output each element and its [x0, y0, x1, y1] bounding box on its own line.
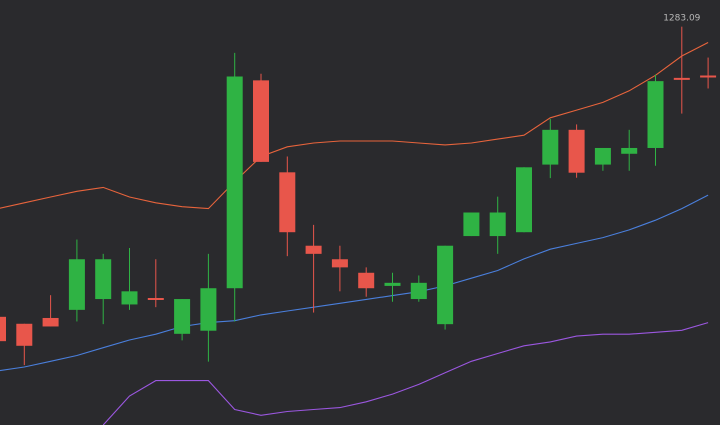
candle-body	[279, 172, 296, 233]
candle-body	[331, 259, 348, 268]
candle-body	[0, 316, 6, 342]
candle	[16, 323, 33, 366]
middle-band-line	[0, 194, 709, 372]
candle-body	[437, 245, 454, 325]
candle	[673, 26, 690, 114]
candle	[253, 73, 269, 162]
candle-body	[42, 317, 59, 327]
lower-band-line	[102, 322, 709, 425]
candle-body	[489, 212, 506, 237]
candle-body	[594, 147, 611, 165]
candle-body	[226, 76, 243, 289]
candle-body	[68, 259, 85, 310]
candle	[437, 245, 454, 330]
candle	[279, 156, 296, 257]
candle-body	[16, 323, 33, 346]
candle-body	[463, 212, 480, 237]
max-price-label: 1283.09	[663, 14, 700, 24]
candle	[384, 272, 401, 302]
candle	[489, 196, 506, 254]
candle-body	[95, 259, 112, 300]
candle-body	[410, 282, 427, 300]
candle-body	[358, 272, 375, 289]
candle	[331, 245, 348, 292]
candle	[594, 147, 611, 171]
candle	[0, 316, 6, 342]
candle	[226, 52, 243, 322]
candle	[68, 239, 85, 322]
candle	[95, 253, 112, 325]
annotations: 1283.09	[663, 14, 700, 24]
upper-band-line	[0, 42, 709, 210]
candle-body	[305, 245, 322, 254]
candle	[200, 253, 217, 362]
candle	[358, 267, 375, 297]
candle	[410, 275, 427, 302]
candle-body	[253, 80, 269, 162]
candle	[174, 299, 191, 341]
candle	[647, 74, 664, 166]
candle-body	[384, 282, 401, 286]
candle-body	[542, 129, 559, 165]
candle	[568, 124, 585, 178]
bollinger-bands	[0, 42, 709, 425]
candle	[516, 167, 532, 233]
candle	[121, 248, 138, 310]
candle	[463, 212, 480, 237]
candle	[542, 119, 559, 179]
candle	[700, 57, 717, 89]
candle	[621, 129, 638, 171]
candle-body	[568, 129, 585, 173]
candle	[305, 224, 322, 313]
candle-body	[121, 291, 138, 305]
candle-body	[516, 167, 532, 233]
candles	[0, 26, 717, 366]
candle-body	[621, 147, 638, 154]
candle-body	[174, 299, 191, 334]
candle-body	[647, 81, 664, 148]
candle	[42, 295, 59, 327]
candle	[147, 259, 164, 308]
candle-body	[200, 288, 217, 331]
